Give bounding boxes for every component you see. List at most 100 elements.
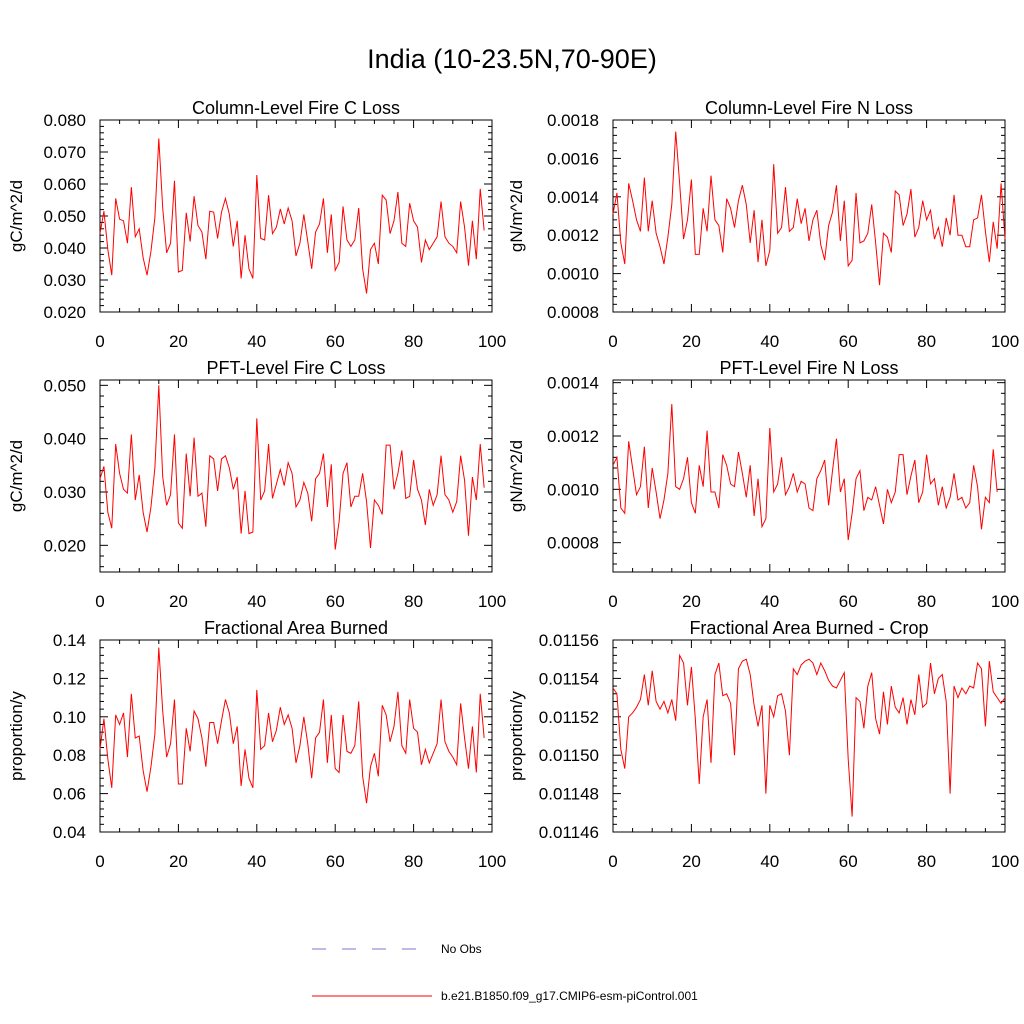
- chart-title: Column-Level Fire C Loss: [192, 98, 400, 118]
- y-axis-label: gN/m^2/d: [507, 440, 526, 512]
- y-tick-label: 0.0016: [547, 149, 599, 168]
- legend: No Obs b.e21.B1850.f09_g17.CMIP6-esm-piCo…: [312, 942, 698, 1003]
- x-tick-label: 100: [478, 592, 506, 611]
- y-tick-label: 0.0014: [547, 188, 599, 207]
- x-tick-label: 80: [404, 592, 423, 611]
- y-tick-label: 0.020: [43, 303, 86, 322]
- y-axis-label: proportion/y: [7, 691, 26, 781]
- x-tick-label: 0: [608, 852, 617, 871]
- legend-label-model: b.e21.B1850.f09_g17.CMIP6-esm-piControl.…: [441, 989, 698, 1003]
- x-tick-label: 40: [247, 332, 266, 351]
- y-tick-label: 0.04: [53, 823, 86, 842]
- series-line: [99, 647, 485, 804]
- x-tick-label: 80: [917, 592, 936, 611]
- x-tick-label: 40: [760, 332, 779, 351]
- x-tick-label: 40: [247, 852, 266, 871]
- x-tick-label: 40: [760, 852, 779, 871]
- y-axis-label: gN/m^2/d: [507, 180, 526, 252]
- y-tick-label: 0.0008: [547, 303, 599, 322]
- plot-frame: [612, 119, 1006, 313]
- y-tick-label: 0.0008: [547, 534, 599, 553]
- plot-frame: [99, 119, 493, 313]
- x-tick-label: 40: [760, 592, 779, 611]
- y-tick-label: 0.10: [53, 708, 86, 727]
- chart-panel-6: Fractional Area Burned - Crop 0 20 40 60 80 10…: [507, 618, 1019, 871]
- y-tick-label: 0.06: [53, 785, 86, 804]
- series-line: [612, 131, 1006, 286]
- x-tick-label: 20: [682, 852, 701, 871]
- x-tick-label: 0: [95, 852, 104, 871]
- x-tick-label: 100: [991, 592, 1019, 611]
- x-tick-label: 0: [95, 332, 104, 351]
- y-tick-label: 0.020: [43, 536, 86, 555]
- y-tick-label: 0.0018: [547, 111, 599, 130]
- y-tick-label: 0.050: [43, 376, 86, 395]
- x-tick-label: 80: [917, 332, 936, 351]
- y-axis-label: gC/m^2/d: [7, 440, 26, 512]
- y-tick-label: 0.01156: [539, 631, 599, 650]
- y-tick-label: 0.12: [53, 669, 86, 688]
- chart-title: Fractional Area Burned - Crop: [689, 618, 928, 638]
- x-tick-label: 100: [991, 852, 1019, 871]
- chart-panel-1: Column-Level Fire C Loss 0 20 40 60 80 100 0.02…: [7, 98, 506, 351]
- chart-panel-5: Fractional Area Burned 0 20 40 60 80 100 0.04 0.…: [7, 618, 506, 871]
- x-tick-label: 80: [404, 332, 423, 351]
- chart-title: Fractional Area Burned: [204, 618, 388, 638]
- y-tick-label: 0.040: [43, 239, 86, 258]
- x-tick-label: 80: [404, 852, 423, 871]
- y-tick-label: 0.030: [43, 271, 86, 290]
- figure-title: India (10-23.5N,70-90E): [367, 44, 657, 74]
- chart-title: PFT-Level Fire C Loss: [206, 358, 385, 378]
- y-tick-label: 0.060: [43, 175, 86, 194]
- y-tick-label: 0.050: [43, 207, 86, 226]
- x-tick-label: 20: [682, 592, 701, 611]
- plot-frame: [99, 379, 493, 573]
- series-line: [99, 385, 485, 550]
- y-tick-label: 0.08: [53, 746, 86, 765]
- series-line: [99, 138, 485, 294]
- y-tick-label: 0.030: [43, 483, 86, 502]
- y-tick-label: 0.0012: [547, 427, 599, 446]
- chart-panel-4: PFT-Level Fire N Loss 0 20 40 60 80 100 0.0008 0…: [507, 358, 1019, 611]
- x-tick-label: 20: [169, 852, 188, 871]
- series-line: [612, 653, 1006, 817]
- x-tick-label: 0: [608, 592, 617, 611]
- x-tick-label: 0: [95, 592, 104, 611]
- plot-frame: [99, 639, 493, 833]
- chart-panel-3: PFT-Level Fire C Loss 0 20 40 60 80 100 0.020 0.…: [7, 358, 506, 611]
- x-tick-label: 0: [608, 332, 617, 351]
- y-tick-label: 0.14: [53, 631, 86, 650]
- y-tick-label: 0.0014: [547, 374, 599, 393]
- y-tick-label: 0.01148: [539, 785, 599, 804]
- y-tick-label: 0.01150: [539, 746, 599, 765]
- x-tick-label: 60: [326, 852, 345, 871]
- chart-panel-2: Column-Level Fire N Loss 0 20 40 60 80 100 0.00…: [507, 98, 1019, 351]
- y-tick-label: 0.070: [43, 143, 86, 162]
- y-tick-label: 0.080: [43, 111, 86, 130]
- y-tick-label: 0.0012: [547, 226, 599, 245]
- y-axis-label: gC/m^2/d: [7, 180, 26, 252]
- chart-title: PFT-Level Fire N Loss: [719, 358, 898, 378]
- x-tick-label: 60: [839, 592, 858, 611]
- legend-label-no-obs: No Obs: [441, 942, 482, 956]
- y-tick-label: 0.040: [43, 430, 86, 449]
- x-tick-label: 20: [169, 592, 188, 611]
- x-tick-label: 100: [478, 852, 506, 871]
- x-tick-label: 60: [326, 592, 345, 611]
- y-tick-label: 0.01152: [539, 708, 599, 727]
- y-tick-label: 0.01146: [539, 823, 599, 842]
- x-tick-label: 100: [478, 332, 506, 351]
- x-tick-label: 20: [169, 332, 188, 351]
- y-tick-label: 0.0010: [547, 265, 599, 284]
- y-tick-label: 0.01154: [539, 669, 599, 688]
- x-tick-label: 100: [991, 332, 1019, 351]
- x-tick-label: 60: [839, 332, 858, 351]
- x-tick-label: 40: [247, 592, 266, 611]
- x-tick-label: 60: [839, 852, 858, 871]
- x-tick-label: 20: [682, 332, 701, 351]
- y-tick-label: 0.0010: [547, 480, 599, 499]
- y-axis-label: proportion/y: [507, 691, 526, 781]
- x-tick-label: 80: [917, 852, 936, 871]
